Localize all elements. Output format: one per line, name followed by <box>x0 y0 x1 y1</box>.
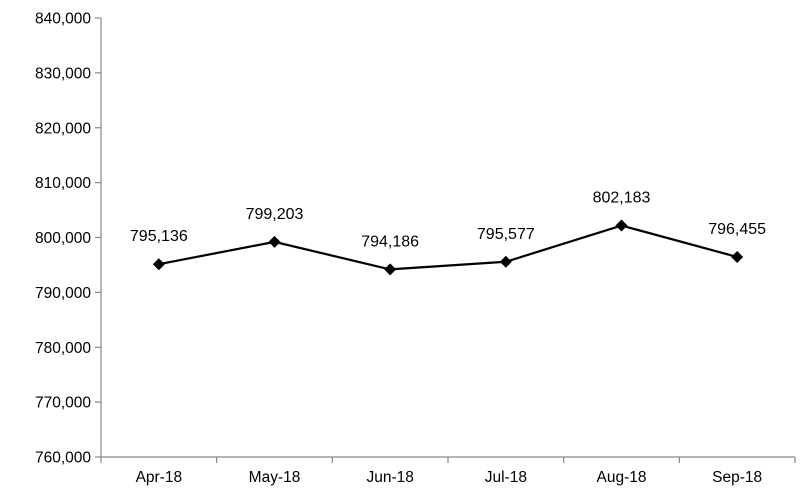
data-point-marker <box>731 250 744 263</box>
series-line <box>158 224 738 271</box>
x-axis-ticks: Apr-18 May-18 Jun-18 Jul-18 Aug-18 Sep-18 <box>100 457 796 486</box>
x-tick-label: Jun-18 <box>366 469 413 486</box>
data-point-marker <box>152 258 165 271</box>
y-tick-label: 830,000 <box>35 65 91 82</box>
data-label: 802,183 <box>593 190 651 207</box>
data-label: 794,186 <box>361 233 419 250</box>
x-tick-label: Aug-18 <box>597 469 647 486</box>
x-tick-label: Jul-18 <box>485 469 527 486</box>
y-tick-label: 790,000 <box>35 285 91 302</box>
y-tick-label: 810,000 <box>35 175 91 192</box>
data-label: 795,136 <box>130 228 188 245</box>
y-tick-label: 760,000 <box>35 450 91 467</box>
y-tick-label: 840,000 <box>35 11 91 28</box>
series-group <box>152 219 744 276</box>
y-tick-label: 770,000 <box>35 395 91 412</box>
data-label: 799,203 <box>246 206 304 223</box>
y-tick-label: 780,000 <box>35 340 91 357</box>
data-point-marker <box>268 235 281 248</box>
chart-axes <box>100 18 795 458</box>
data-label: 796,455 <box>708 221 766 238</box>
data-point-marker <box>384 263 397 276</box>
x-tick-label: Sep-18 <box>712 469 762 486</box>
y-tick-label: 800,000 <box>35 230 91 247</box>
y-tick-label: 820,000 <box>35 120 91 137</box>
y-axis-ticks: 760,000 770,000 780,000 790,000 800,000 810,0… <box>35 11 101 467</box>
x-tick-label: Apr-18 <box>136 469 183 486</box>
data-labels-group: 795,136 799,203 794,186 795,577 802,183 796,4… <box>130 190 766 251</box>
data-point-marker <box>615 219 628 232</box>
data-point-marker <box>499 255 512 268</box>
x-tick-label: May-18 <box>249 469 301 486</box>
data-label: 795,577 <box>477 226 535 243</box>
